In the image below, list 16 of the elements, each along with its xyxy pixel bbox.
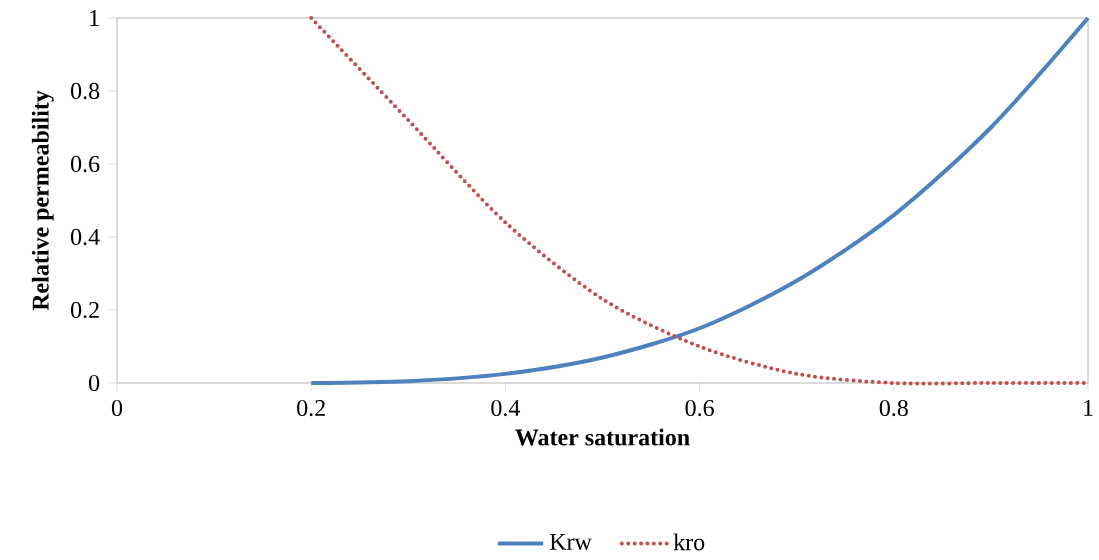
y-tick-label: 1 xyxy=(90,10,99,26)
y-tick-label: 0.8 xyxy=(71,82,100,100)
x-tick-label: 0.4 xyxy=(491,399,521,417)
legend-label: kro xyxy=(673,533,705,551)
x-tick-label: 0.8 xyxy=(879,399,908,417)
legend-label: Krw xyxy=(549,533,592,550)
y-axis-title: Relative permeability xyxy=(31,90,54,311)
y-tick-label: 0.6 xyxy=(71,155,100,173)
x-tick-label: 1 xyxy=(1084,399,1093,416)
y-tick-label: 0.2 xyxy=(71,301,99,319)
x-axis-title: Water saturation xyxy=(515,428,690,446)
y-tick-label: 0.4 xyxy=(71,228,100,246)
x-tick-label: 0 xyxy=(111,399,123,417)
x-tick-label: 0.6 xyxy=(685,399,714,417)
y-tick-label: 0 xyxy=(89,374,100,392)
x-tick-label: 0.2 xyxy=(297,399,325,417)
